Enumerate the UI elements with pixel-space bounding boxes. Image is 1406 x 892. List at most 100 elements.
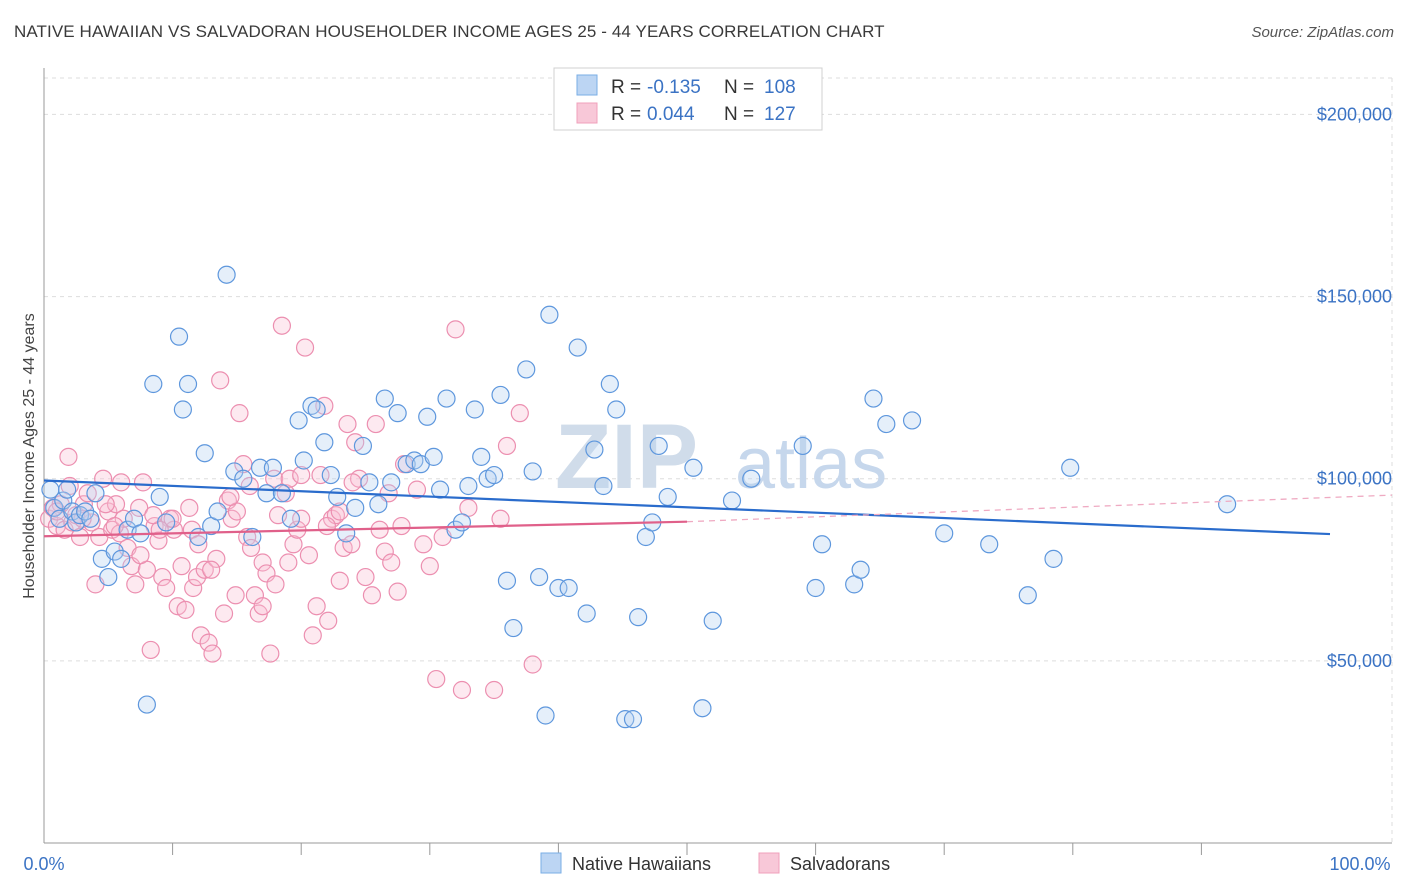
data-point: [623, 710, 643, 729]
data-point: [133, 473, 153, 492]
data-point: [319, 611, 338, 630]
series-legend: Native Hawaiians Salvadorans: [540, 852, 890, 874]
data-point: [180, 498, 199, 517]
data-point: [360, 473, 379, 492]
data-point: [81, 509, 100, 528]
data-point: [356, 567, 375, 587]
data-point: [58, 480, 77, 499]
trend-lines: [43, 479, 1393, 538]
data-point: [530, 567, 549, 587]
data-point: [568, 338, 587, 357]
data-point: [353, 436, 373, 456]
data-point: [427, 669, 446, 689]
data-point: [465, 400, 484, 419]
legend-r-value-2: 0.044: [647, 104, 695, 125]
data-point: [208, 502, 227, 521]
y-tick-label: $200,000: [1317, 104, 1392, 124]
data-point: [99, 567, 118, 587]
data-point: [187, 567, 207, 587]
x-tick-labels: 0.0% 100.0%: [23, 854, 1390, 874]
chart-title: NATIVE HAWAIIAN VS SALVADORAN HOUSEHOLDE…: [14, 22, 885, 41]
data-point: [276, 484, 295, 503]
bottom-legend-swatch-blue: [540, 852, 562, 874]
data-point: [184, 578, 203, 598]
data-point: [446, 520, 465, 539]
legend-n-value-1: 108: [764, 77, 796, 98]
data-point: [559, 578, 578, 598]
data-point: [935, 524, 954, 543]
data-point: [366, 414, 385, 434]
legend-r-label-2: R =: [611, 104, 641, 125]
data-point: [243, 527, 262, 547]
data-point: [207, 549, 226, 568]
data-point: [150, 487, 169, 507]
data-point: [382, 473, 401, 492]
data-point: [59, 447, 78, 466]
data-point: [343, 473, 362, 492]
data-point: [292, 509, 311, 528]
x-tick-label-min: 0.0%: [23, 854, 64, 874]
data-point: [281, 509, 301, 528]
data-point: [250, 458, 270, 477]
data-point: [153, 567, 172, 587]
data-point: [523, 462, 542, 481]
data-point: [295, 338, 315, 357]
data-point: [211, 371, 230, 390]
data-point: [607, 400, 626, 419]
legend-r-value-1: -0.135: [647, 77, 701, 98]
data-point: [392, 516, 411, 536]
data-point: [86, 484, 105, 503]
data-point: [437, 389, 456, 408]
data-point: [536, 706, 555, 725]
data-point: [307, 400, 326, 419]
data-point: [980, 535, 999, 554]
data-point: [202, 560, 221, 579]
data-point: [112, 549, 131, 568]
data-point: [112, 473, 131, 492]
salvadorans-points: [40, 316, 542, 700]
data-point: [658, 487, 677, 507]
data-point: [418, 407, 437, 426]
data-point: [307, 597, 326, 616]
data-point: [157, 513, 176, 532]
data-point: [253, 597, 272, 616]
data-point: [137, 695, 156, 714]
data-point: [407, 480, 427, 499]
data-point: [253, 553, 272, 572]
data-point: [1218, 495, 1237, 514]
data-point: [510, 404, 529, 423]
data-point: [131, 546, 150, 565]
data-point: [864, 389, 883, 408]
data-point: [279, 553, 298, 572]
data-point: [292, 465, 311, 485]
data-point: [414, 535, 433, 554]
data-point: [263, 458, 283, 477]
data-point: [226, 586, 245, 605]
data-point: [446, 320, 465, 339]
data-point: [851, 560, 870, 579]
data-point: [577, 604, 596, 623]
data-point: [315, 433, 334, 452]
data-point: [594, 476, 613, 496]
bottom-legend-swatch-pink: [758, 852, 780, 874]
data-point: [420, 557, 439, 576]
data-point: [722, 491, 742, 510]
data-point: [126, 575, 145, 594]
data-point: [234, 469, 253, 488]
data-point: [459, 476, 478, 496]
data-point: [342, 535, 361, 554]
data-point: [424, 447, 443, 466]
data-point: [217, 265, 236, 284]
data-point: [178, 374, 198, 394]
data-point: [742, 469, 761, 488]
bottom-legend-label-1: Native Hawaiians: [572, 854, 711, 874]
data-point: [169, 327, 189, 346]
data-point: [195, 560, 214, 579]
source-credit: Source: ZipAtlas.com: [1251, 24, 1394, 41]
data-point: [172, 557, 191, 576]
data-point: [284, 535, 303, 554]
data-point: [280, 469, 299, 488]
data-point: [452, 513, 472, 532]
stats-legend: R = -0.135 N = 108 R = 0.044 N = 127: [553, 67, 823, 131]
